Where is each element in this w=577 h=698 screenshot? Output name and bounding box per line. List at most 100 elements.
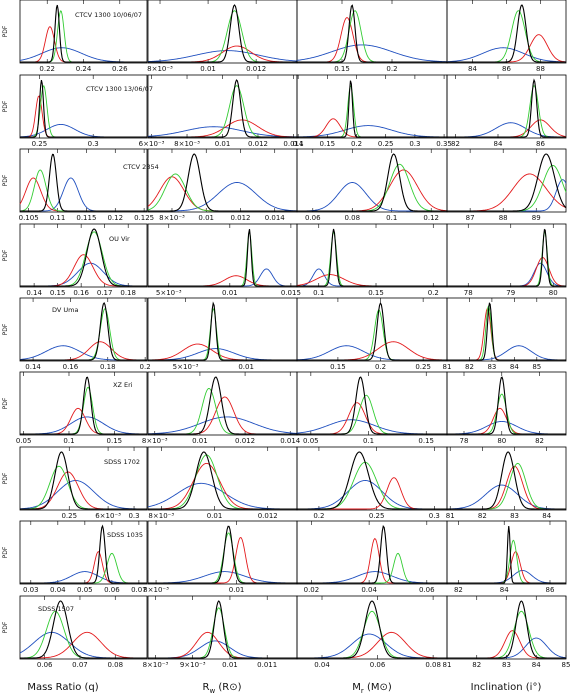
panel-r3-c1: 5×10⁻³ 0.01 0.015 — [147, 223, 301, 297]
curve-blue — [296, 480, 447, 510]
panel-r0-c3: 84 86 88 — [446, 0, 567, 73]
curve-black — [20, 524, 147, 584]
curve-red — [447, 119, 567, 138]
curve-green — [297, 552, 447, 584]
curve-blue — [148, 268, 297, 287]
panel-frame — [19, 595, 148, 660]
x-tick-label: 0.06 — [370, 661, 386, 669]
curve-red — [297, 537, 447, 584]
xlabel-col-1: Rw (R⊙) — [203, 682, 242, 695]
x-tick-label: 0.25 — [32, 140, 48, 148]
panel-frame — [446, 297, 567, 362]
panel-r4-c3: 81 82 83 84 85 — [443, 297, 567, 371]
curve-black — [447, 376, 566, 435]
x-tick-label: 0.04 — [314, 661, 330, 669]
curve-black — [148, 79, 297, 138]
x-tick-label: 84 — [510, 363, 519, 371]
panel-frame — [147, 297, 298, 362]
x-tick-label: 6×10⁻³ — [139, 140, 165, 148]
curve-blue — [19, 631, 147, 659]
x-tick-label: 0.012 — [230, 214, 250, 222]
system-label: CTCV 1300 10/06/07 — [75, 11, 142, 19]
panel-r7-c0: 0.03 0.04 0.05 0.06 0.07 SDSS 1035 — [19, 520, 148, 594]
panel-frame — [296, 520, 448, 585]
x-tick-label: 0.18 — [120, 289, 136, 297]
panel-r1-c1: 6×10⁻³ 8×10⁻³ 0.01 0.012 0.014 — [139, 74, 304, 148]
x-tick-label: 84 — [468, 65, 477, 73]
curve-red — [20, 407, 147, 435]
x-tick-label: 0.1 — [63, 437, 74, 445]
curve-green — [19, 465, 147, 510]
curve-blue — [296, 44, 448, 63]
ylabel-pdf: PDF — [2, 25, 9, 37]
x-tick-label: 0.3 — [128, 512, 139, 520]
x-tick-label: 0.25 — [369, 512, 385, 520]
panel-frame — [19, 371, 148, 436]
panel-frame — [446, 595, 567, 660]
x-tick-label: 0.2 — [351, 140, 362, 148]
curve-green — [297, 163, 447, 212]
x-tick-label: 86 — [502, 65, 511, 73]
ylabel-pdf: PDF — [2, 174, 9, 186]
x-tick-label: 0.012 — [235, 437, 255, 445]
system-label: SDSS 1702 — [104, 458, 140, 466]
curve-black — [447, 302, 566, 361]
curve-red — [297, 118, 447, 138]
panel-r3-c2: 0.1 0.15 0.2 — [296, 223, 448, 297]
panel-r8-c2: 0.04 0.06 0.08 — [296, 595, 448, 669]
panel-r5-c2: 0.05 0.1 0.15 — [296, 371, 448, 445]
curve-black — [148, 600, 297, 659]
panel-frame — [19, 74, 148, 139]
panel-r2-c3: 87 88 89 — [446, 148, 567, 222]
curve-red — [20, 26, 147, 63]
curve-green — [297, 10, 447, 63]
curve-blue — [148, 571, 297, 584]
x-tick-label: 0.07 — [72, 661, 88, 669]
x-tick-label: 5×10⁻³ — [173, 363, 199, 371]
curve-red — [20, 631, 147, 659]
ylabel-pdf: PDF — [2, 546, 9, 558]
x-tick-label: 0.115 — [76, 214, 96, 222]
xlabel-col-0: Mass Ratio (q) — [27, 682, 98, 693]
x-tick-label: 81 — [446, 512, 455, 520]
panel-frame — [446, 74, 567, 139]
panel-r6-c2: 0.2 0.25 0.3 — [296, 446, 448, 520]
curve-black — [20, 376, 147, 435]
x-tick-label: 8×10⁻³ — [147, 65, 173, 73]
x-tick-label: 0.25 — [378, 140, 394, 148]
system-label: SDSS 1035 — [107, 531, 143, 539]
curve-blue — [446, 47, 567, 63]
curve-blue — [446, 484, 566, 510]
curve-black — [148, 229, 297, 287]
x-tick-label: 0.15 — [50, 289, 66, 297]
curve-red — [297, 169, 448, 212]
x-tick-label: 0.05 — [16, 437, 32, 445]
curve-green — [148, 10, 297, 63]
curve-black — [20, 79, 147, 138]
panel-r0-c1: 8×10⁻³ 0.01 0.012 — [147, 0, 298, 73]
x-tick-label: 0.12 — [107, 214, 123, 222]
curve-green — [20, 308, 147, 361]
panel-r6-c1: 6×10⁻³ 8×10⁻³ 0.01 0.012 — [95, 446, 298, 520]
panel-frame — [19, 446, 148, 511]
panel-r8-c0: 0.06 0.07 0.08 SDSS 1507 — [19, 595, 148, 669]
x-tick-label: 0.1 — [313, 289, 324, 297]
x-tick-label: 0.2 — [375, 363, 386, 371]
x-tick-label: 0.17 — [97, 289, 113, 297]
x-tick-label: 84 — [542, 512, 551, 520]
x-tick-label: 81 — [443, 363, 452, 371]
curve-black — [447, 525, 566, 584]
x-tick-label: 8×10⁻³ — [148, 512, 174, 520]
x-tick-label: 88 — [536, 65, 545, 73]
x-tick-label: 0.012 — [258, 512, 278, 520]
x-tick-label: 88 — [499, 214, 508, 222]
curve-black — [148, 376, 297, 435]
curve-blue — [19, 345, 147, 361]
x-tick-label: 0.06 — [37, 661, 53, 669]
x-tick-label: 0.05 — [77, 586, 93, 594]
curve-red — [447, 465, 566, 510]
panel-frame — [296, 74, 448, 139]
x-tick-label: 0.07 — [131, 586, 147, 594]
xlabel-col-2: Mr (M⊙) — [352, 682, 392, 695]
curve-red — [296, 274, 447, 287]
